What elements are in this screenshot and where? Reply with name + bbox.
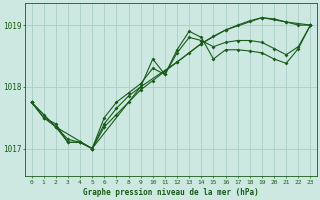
X-axis label: Graphe pression niveau de la mer (hPa): Graphe pression niveau de la mer (hPa) <box>83 188 259 197</box>
